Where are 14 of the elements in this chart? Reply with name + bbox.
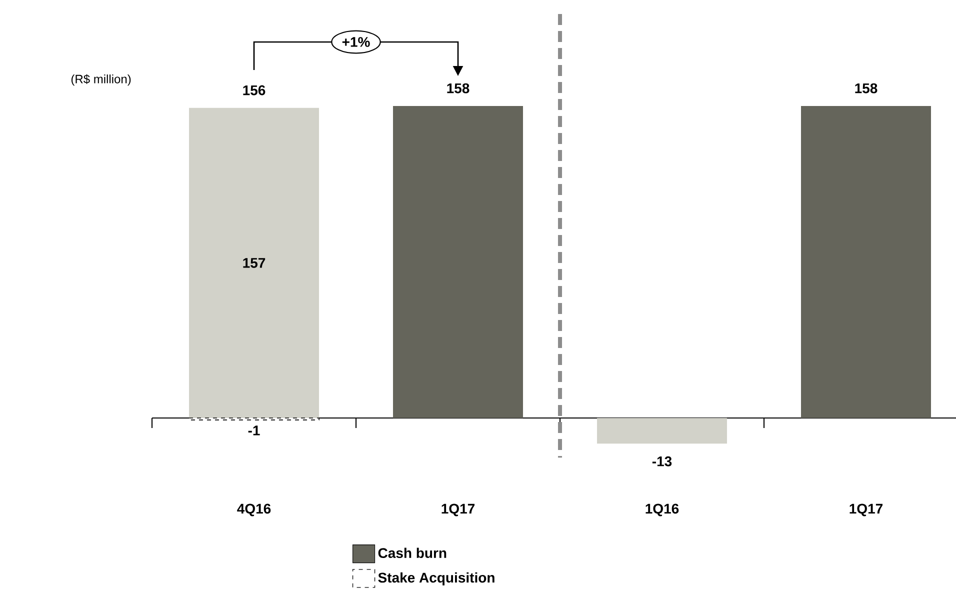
legend-label: Stake Acquisition	[378, 572, 494, 586]
legend-label: Cash burn	[378, 548, 446, 558]
x-tick-label: 1Q16	[646, 504, 679, 516]
x-tick-label: 1Q17	[442, 504, 475, 516]
total-label: 158	[855, 83, 878, 94]
x-tick-label: 1Q17	[850, 504, 883, 516]
x-tick-label: 4Q16	[237, 504, 271, 516]
data-label: 157	[243, 258, 266, 268]
text: +1%	[342, 37, 370, 47]
total-label: 156	[243, 85, 266, 96]
text: (R$ million)	[71, 74, 131, 86]
total-label: 158	[447, 83, 470, 94]
data-label: -13	[652, 456, 672, 466]
data-label: -1	[248, 426, 260, 436]
